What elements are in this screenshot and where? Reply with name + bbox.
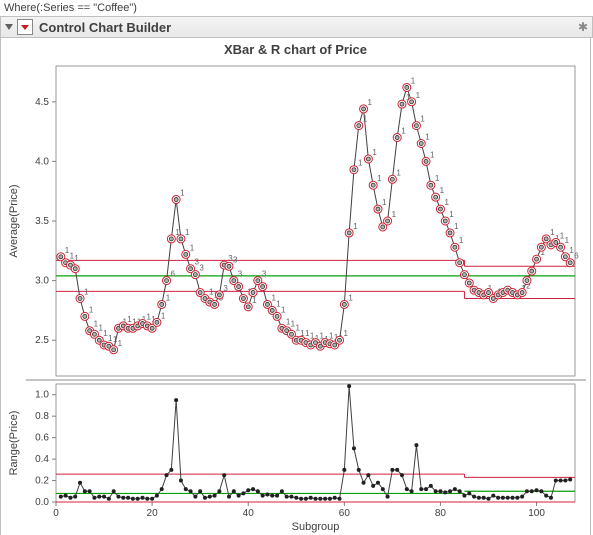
svg-text:1: 1 (416, 91, 421, 100)
svg-text:1: 1 (363, 115, 368, 124)
svg-text:3.5: 3.5 (35, 216, 49, 227)
svg-text:1: 1 (185, 228, 190, 237)
chart-title: XBar & R chart of Price (1, 42, 590, 57)
svg-text:1: 1 (459, 236, 464, 245)
svg-text:Average(Price): Average(Price) (8, 184, 20, 257)
svg-text:100: 100 (528, 508, 545, 519)
svg-text:0.8: 0.8 (35, 411, 49, 422)
svg-text:1: 1 (353, 222, 358, 231)
svg-text:0.2: 0.2 (35, 476, 49, 487)
svg-text:1: 1 (454, 222, 459, 231)
svg-text:1: 1 (118, 339, 123, 348)
svg-text:1: 1 (377, 174, 382, 183)
svg-text:60: 60 (339, 508, 351, 519)
svg-text:3: 3 (262, 270, 267, 279)
svg-text:1: 1 (344, 329, 349, 338)
svg-text:1: 1 (84, 288, 89, 297)
disclose-triangle-icon[interactable] (5, 24, 13, 30)
svg-text:0.0: 0.0 (35, 497, 49, 508)
svg-text:1: 1 (190, 243, 195, 252)
svg-text:1: 1 (161, 311, 166, 320)
control-chart-svg: 2.53.03.54.04.5Average(Price)11111111111… (1, 38, 590, 535)
svg-text:1: 1 (430, 150, 435, 159)
svg-text:3: 3 (238, 270, 243, 279)
svg-text:1: 1 (252, 296, 257, 305)
svg-text:3: 3 (199, 264, 204, 273)
chart-area: XBar & R chart of Price 2.5 3.0 3.5 4.0 4.5 A… (0, 38, 591, 535)
svg-text:1.0: 1.0 (35, 390, 49, 401)
svg-text:1: 1 (392, 210, 397, 219)
panel-title: Control Chart Builder (39, 20, 578, 35)
star-favorite-icon[interactable]: ✱ (578, 20, 588, 34)
svg-text:1: 1 (372, 148, 377, 157)
svg-text:1: 1 (180, 189, 185, 198)
svg-text:1: 1 (348, 293, 353, 302)
svg-text:1: 1 (166, 293, 171, 302)
svg-text:1: 1 (74, 254, 79, 263)
svg-text:1: 1 (449, 210, 454, 219)
svg-text:3: 3 (223, 284, 228, 293)
svg-text:1: 1 (425, 133, 430, 142)
svg-text:1: 1 (368, 98, 373, 107)
svg-text:1: 1 (281, 305, 286, 314)
svg-text:1: 1 (401, 127, 406, 136)
svg-text:80: 80 (435, 508, 447, 519)
svg-text:0.6: 0.6 (35, 433, 49, 444)
svg-text:40: 40 (243, 508, 255, 519)
svg-text:1: 1 (89, 305, 94, 314)
svg-text:3.0: 3.0 (35, 276, 49, 287)
svg-text:1: 1 (420, 115, 425, 124)
svg-text:1: 1 (382, 198, 387, 207)
svg-text:Range(Price): Range(Price) (8, 411, 20, 476)
svg-text:1: 1 (396, 168, 401, 177)
svg-text:1: 1 (440, 186, 445, 195)
svg-text:1: 1 (358, 159, 363, 168)
svg-text:2.5: 2.5 (35, 335, 49, 346)
svg-text:3: 3 (233, 255, 238, 264)
svg-text:1: 1 (444, 198, 449, 207)
svg-text:0: 0 (53, 508, 59, 519)
svg-text:1: 1 (435, 174, 440, 183)
svg-text:4.5: 4.5 (35, 97, 49, 108)
svg-text:1: 1 (411, 76, 416, 85)
svg-text:20: 20 (147, 508, 159, 519)
svg-text:4.0: 4.0 (35, 156, 49, 167)
red-triangle-menu-icon[interactable] (17, 19, 33, 35)
panel-header: Control Chart Builder ✱ (0, 16, 593, 38)
svg-text:1: 1 (565, 236, 570, 245)
svg-text:0.4: 0.4 (35, 454, 49, 465)
svg-text:6: 6 (574, 252, 579, 261)
where-clause-text: Where(:Series == "Coffee") (0, 0, 593, 16)
svg-text:Subgroup: Subgroup (292, 521, 340, 533)
svg-text:6: 6 (171, 270, 176, 279)
